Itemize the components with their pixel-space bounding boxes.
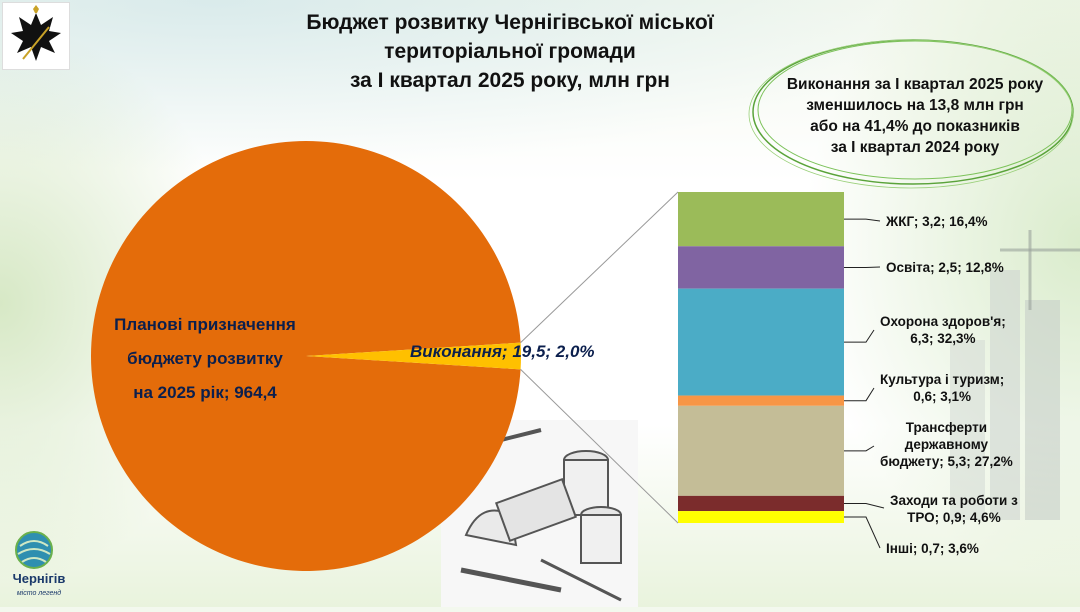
bar-segment-inshi (678, 511, 844, 523)
segment-label-ohorona-line-1: Охорона здоров'я; (880, 313, 1006, 330)
segment-label-transferty-line-2: державному (880, 436, 1013, 453)
bar-segment-ohorona (678, 289, 844, 396)
connector-line-bottom (521, 369, 678, 523)
connector-line-top (521, 192, 678, 343)
bar-segment-zkg (678, 192, 844, 246)
segment-label-kultura: Культура і туризм; 0,6; 3,1% (880, 371, 1004, 405)
segment-label-ohorona: Охорона здоров'я; 6,3; 32,3% (880, 313, 1006, 347)
bar-segment-transferty (678, 406, 844, 496)
segment-label-inshi: Інші; 0,7; 3,6% (886, 540, 979, 557)
segment-label-transferty: Трансферти державному бюджету; 5,3; 27,2… (880, 419, 1013, 470)
leader-line-inshi (844, 517, 880, 548)
pie-main-label-line-3: на 2025 рік; 964,4 (90, 376, 320, 410)
leader-line-zkg (844, 219, 880, 221)
segment-label-tro-line-1: Заходи та роботи з (890, 492, 1018, 509)
leader-line-kultura (844, 388, 874, 401)
segment-label-transferty-line-1: Трансферти (880, 419, 1013, 436)
segment-label-osvita: Освіта; 2,5; 12,8% (886, 259, 1004, 276)
pie-main-label-line-1: Планові призначення (90, 308, 320, 342)
bar-segment-osvita (678, 246, 844, 288)
leader-line-transferty (844, 446, 874, 451)
pie-main-label: Планові призначення бюджету розвитку на … (90, 308, 320, 410)
segment-label-ohorona-line-2: 6,3; 32,3% (880, 330, 1006, 347)
leader-line-ohorona (844, 330, 874, 342)
segment-label-kultura-line-2: 0,6; 3,1% (880, 388, 1004, 405)
bar-segment-tro (678, 496, 844, 511)
pie-slice-label: Виконання; 19,5; 2,0% (410, 342, 595, 362)
pie-main-label-line-2: бюджету розвитку (90, 342, 320, 376)
bar-segment-kultura (678, 396, 844, 406)
segment-label-zkg: ЖКГ; 3,2; 16,4% (886, 213, 987, 230)
leader-line-tro (844, 503, 884, 508)
segment-label-transferty-line-3: бюджету; 5,3; 27,2% (880, 453, 1013, 470)
segment-label-tro-line-2: ТРО; 0,9; 4,6% (890, 509, 1018, 526)
segment-label-tro: Заходи та роботи з ТРО; 0,9; 4,6% (890, 492, 1018, 526)
city-logo-name: Чернігів (6, 571, 72, 586)
segment-label-kultura-line-1: Культура і туризм; (880, 371, 1004, 388)
city-logo-tagline: місто легенд (6, 590, 72, 597)
